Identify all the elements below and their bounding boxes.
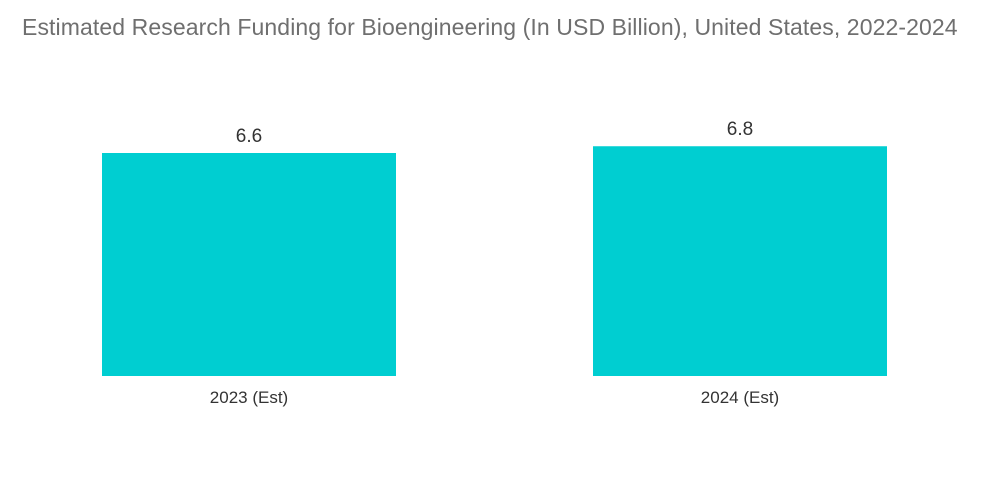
bar-1	[102, 153, 396, 376]
data-label-1: 6.6	[236, 126, 262, 147]
data-label-2: 6.8	[727, 119, 753, 140]
x-tick-label-2: 2024 (Est)	[701, 388, 779, 407]
bar-2	[593, 146, 887, 376]
x-tick-label-1: 2023 (Est)	[210, 388, 288, 407]
bars-layer	[102, 146, 887, 376]
chart-title: Estimated Research Funding for Bioengine…	[22, 14, 958, 40]
labels-layer: 6.6 2023 (Est) 6.8 2024 (Est)	[210, 119, 779, 407]
